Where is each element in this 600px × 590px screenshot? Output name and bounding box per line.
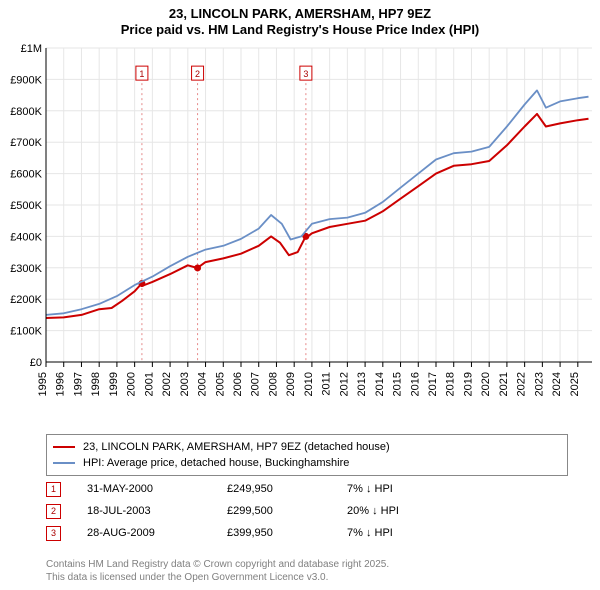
svg-text:3: 3 — [303, 69, 308, 79]
legend-label: HPI: Average price, detached house, Buck… — [83, 457, 349, 469]
footer-line1: Contains HM Land Registry data © Crown c… — [46, 559, 389, 572]
svg-text:2018: 2018 — [445, 372, 457, 396]
svg-text:2015: 2015 — [392, 372, 404, 396]
svg-text:1997: 1997 — [72, 372, 84, 396]
svg-text:2023: 2023 — [533, 372, 545, 396]
svg-text:£900K: £900K — [10, 74, 42, 86]
svg-text:£0: £0 — [30, 357, 42, 369]
svg-text:£400K: £400K — [10, 231, 42, 243]
svg-text:2020: 2020 — [480, 372, 492, 396]
sale-marker-icon: 3 — [46, 526, 61, 541]
svg-text:2010: 2010 — [303, 372, 315, 396]
footer-line2: This data is licensed under the Open Gov… — [46, 572, 389, 585]
svg-text:2025: 2025 — [569, 372, 581, 396]
sales-table: 1 31-MAY-2000 £249,950 7% ↓ HPI 2 18-JUL… — [46, 478, 554, 544]
svg-text:2: 2 — [195, 69, 200, 79]
svg-text:2022: 2022 — [516, 372, 528, 396]
svg-text:2003: 2003 — [179, 372, 191, 396]
svg-text:2021: 2021 — [498, 372, 510, 396]
svg-text:2007: 2007 — [250, 372, 262, 396]
sale-date: 18-JUL-2003 — [87, 505, 227, 517]
svg-text:2000: 2000 — [126, 372, 138, 396]
svg-text:2016: 2016 — [409, 372, 421, 396]
svg-text:2008: 2008 — [267, 372, 279, 396]
table-row: 1 31-MAY-2000 £249,950 7% ↓ HPI — [46, 478, 554, 500]
svg-text:2024: 2024 — [551, 372, 563, 396]
svg-text:£800K: £800K — [10, 106, 42, 118]
svg-text:1998: 1998 — [90, 372, 102, 396]
svg-text:2006: 2006 — [232, 372, 244, 396]
svg-text:2014: 2014 — [374, 372, 386, 396]
sale-date: 28-AUG-2009 — [87, 527, 227, 539]
svg-text:2005: 2005 — [214, 372, 226, 396]
legend: 23, LINCOLN PARK, AMERSHAM, HP7 9EZ (det… — [46, 434, 568, 476]
table-row: 2 18-JUL-2003 £299,500 20% ↓ HPI — [46, 500, 554, 522]
svg-text:£300K: £300K — [10, 263, 42, 275]
title-line1: 23, LINCOLN PARK, AMERSHAM, HP7 9EZ — [0, 6, 600, 22]
sale-marker-icon: 1 — [46, 482, 61, 497]
svg-text:2009: 2009 — [285, 372, 297, 396]
svg-text:2011: 2011 — [321, 372, 333, 396]
svg-text:2012: 2012 — [338, 372, 350, 396]
sale-marker-icon: 2 — [46, 504, 61, 519]
sale-diff: 7% ↓ HPI — [347, 483, 467, 495]
svg-text:£700K: £700K — [10, 137, 42, 149]
legend-label: 23, LINCOLN PARK, AMERSHAM, HP7 9EZ (det… — [83, 441, 390, 453]
chart-area: £0 £100K £200K £300K £400K £500K £600K £700K £80… — [0, 44, 600, 424]
line-chart: £0 £100K £200K £300K £400K £500K £600K £700K £80… — [0, 44, 600, 424]
svg-text:£500K: £500K — [10, 200, 42, 212]
legend-swatch — [53, 462, 75, 464]
footer-attribution: Contains HM Land Registry data © Crown c… — [46, 559, 389, 584]
svg-text:2019: 2019 — [462, 372, 474, 396]
legend-item: 23, LINCOLN PARK, AMERSHAM, HP7 9EZ (det… — [53, 439, 561, 455]
sale-price: £399,950 — [227, 527, 347, 539]
svg-text:£1M: £1M — [21, 44, 42, 55]
svg-text:£100K: £100K — [10, 326, 42, 338]
svg-text:2002: 2002 — [161, 372, 173, 396]
sale-price: £249,950 — [227, 483, 347, 495]
sale-price: £299,500 — [227, 505, 347, 517]
sale-diff: 20% ↓ HPI — [347, 505, 467, 517]
svg-text:2004: 2004 — [197, 372, 209, 396]
table-row: 3 28-AUG-2009 £399,950 7% ↓ HPI — [46, 522, 554, 544]
svg-text:1995: 1995 — [37, 372, 49, 396]
legend-swatch — [53, 446, 75, 448]
legend-item: HPI: Average price, detached house, Buck… — [53, 455, 561, 471]
svg-text:1996: 1996 — [55, 372, 67, 396]
svg-text:2017: 2017 — [427, 372, 439, 396]
title-line2: Price paid vs. HM Land Registry's House … — [0, 22, 600, 38]
svg-text:£200K: £200K — [10, 294, 42, 306]
svg-text:1999: 1999 — [108, 372, 120, 396]
svg-text:£600K: £600K — [10, 169, 42, 181]
sale-diff: 7% ↓ HPI — [347, 527, 467, 539]
chart-title: 23, LINCOLN PARK, AMERSHAM, HP7 9EZ Pric… — [0, 0, 600, 37]
svg-text:2001: 2001 — [143, 372, 155, 396]
svg-text:2013: 2013 — [356, 372, 368, 396]
svg-text:1: 1 — [139, 69, 144, 79]
sale-date: 31-MAY-2000 — [87, 483, 227, 495]
